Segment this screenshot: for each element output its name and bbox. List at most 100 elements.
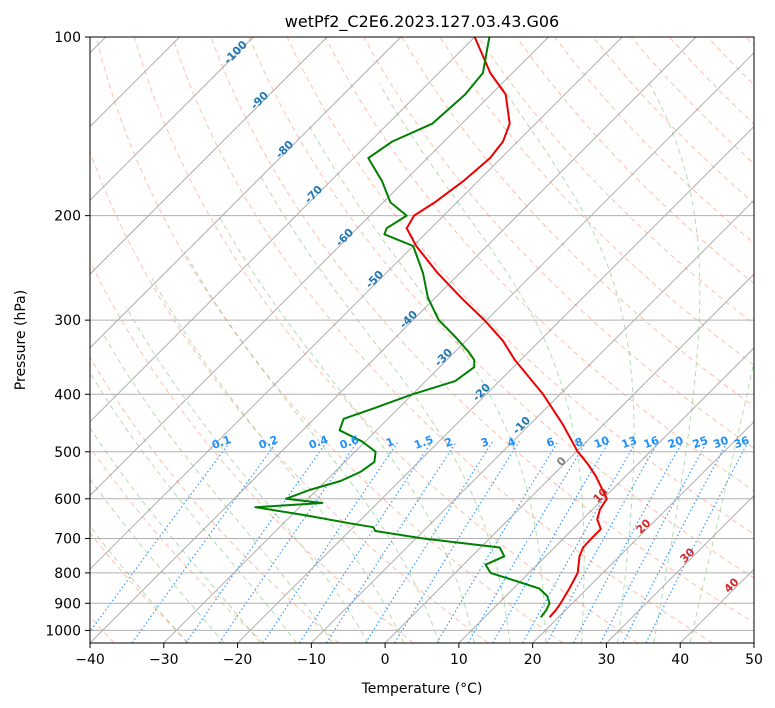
temperature-line xyxy=(405,37,608,618)
dry-adiabat-line xyxy=(745,37,754,47)
isotherm-line xyxy=(90,37,476,423)
isotherm-line xyxy=(310,199,754,643)
y-axis: 100 200 300 400 500 600 700 800 900 1000 xyxy=(45,30,90,639)
moist-adiabat-line xyxy=(90,525,188,643)
mixing-ratio-label: 13 xyxy=(620,434,639,451)
mixing-ratio-line xyxy=(546,441,660,643)
dry-adiabat-label: 10 xyxy=(591,485,611,505)
x-tick-label: −10 xyxy=(297,652,327,668)
moist-adiabat-line xyxy=(102,332,333,643)
y-tick-label: 300 xyxy=(54,313,81,329)
mixing-ratio-label: 1.5 xyxy=(412,433,435,452)
mixing-ratio-label: 25 xyxy=(691,434,710,451)
mixing-ratio-label: 1 xyxy=(384,435,396,450)
dry-adiabat-label: -40 xyxy=(397,308,420,331)
dry-adiabat-label: 30 xyxy=(678,545,698,565)
mixing-ratio-label: 0.2 xyxy=(257,433,280,452)
mixing-ratio-line xyxy=(131,440,278,643)
mixing-ratio-label: 6 xyxy=(545,435,557,450)
dry-adiabat-line xyxy=(248,37,754,579)
isotherms xyxy=(90,37,754,643)
isotherm-line xyxy=(90,37,402,349)
dry-adiabat-line xyxy=(90,356,339,643)
dry-adiabat-label: -30 xyxy=(432,346,455,369)
mixing-ratio-line xyxy=(572,441,684,643)
dry-adiabat-line xyxy=(95,37,564,643)
dry-adiabat-label: -70 xyxy=(302,183,325,206)
dry-adiabat-line xyxy=(630,37,754,165)
mixing-ratio-line xyxy=(600,441,708,643)
dry-adiabat-label: -60 xyxy=(333,226,356,249)
dry-adiabat-label: -100 xyxy=(221,38,250,67)
dry-adiabat-line xyxy=(477,37,754,325)
dry-adiabat-label: -50 xyxy=(363,268,386,291)
moist-adiabat-line xyxy=(379,83,585,643)
dry-adiabat-label: 20 xyxy=(634,516,654,536)
moist-adiabat-line xyxy=(307,123,547,643)
mixing-ratio-line xyxy=(325,440,458,643)
x-tick-label: 10 xyxy=(450,652,468,668)
isotherm-line xyxy=(606,494,754,643)
dry-adiabats xyxy=(90,37,754,643)
mixing-ratio-line xyxy=(622,441,729,643)
dry-adiabat-line xyxy=(210,37,754,624)
mixing-ratio-line xyxy=(218,440,359,643)
x-axis: −40 −30 −20 −10 0 10 20 30 40 50 xyxy=(75,643,763,668)
dry-adiabat-line xyxy=(90,532,190,643)
isotherm-line xyxy=(753,642,754,643)
mixing-ratio-line xyxy=(262,440,399,643)
y-tick-label: 700 xyxy=(54,532,81,548)
x-axis-label: Temperature (°C) xyxy=(361,681,483,697)
y-axis-label: Pressure (hPa) xyxy=(13,290,29,390)
x-tick-label: −30 xyxy=(149,652,179,668)
mixing-ratio-label: 0.4 xyxy=(307,433,330,452)
moist-adiabat-line xyxy=(90,477,225,643)
mixing-ratio-line xyxy=(365,440,494,643)
mixing-ratio-label: 8 xyxy=(573,435,585,450)
dry-adiabat-label: -90 xyxy=(248,89,271,112)
dry-adiabat-line xyxy=(707,37,754,86)
mixing-ratio-label: 0.1 xyxy=(210,433,233,452)
isotherm-line xyxy=(532,420,754,643)
dry-adiabat-label: -80 xyxy=(273,138,296,161)
dry-adiabat-line xyxy=(401,37,754,408)
isotherm-line xyxy=(237,125,754,643)
moist-adiabat-line xyxy=(90,371,297,643)
y-tick-label: 400 xyxy=(54,387,81,403)
isotherm-line xyxy=(163,52,754,643)
dry-adiabat-line xyxy=(172,37,713,643)
y-tick-label: 1000 xyxy=(45,623,81,639)
mixing-ratio-line xyxy=(522,440,638,643)
isotherm-line xyxy=(90,37,328,275)
isotherm-line xyxy=(90,37,697,643)
x-tick-label: −40 xyxy=(75,652,105,668)
x-tick-label: 20 xyxy=(524,652,542,668)
x-tick-label: 40 xyxy=(671,652,689,668)
moist-adiabat-line xyxy=(90,427,261,643)
dry-adiabat-label: -10 xyxy=(510,414,533,437)
x-tick-label: 0 xyxy=(381,652,390,668)
isotherm-line xyxy=(90,37,623,570)
y-tick-label: 600 xyxy=(54,492,81,508)
x-tick-label: 30 xyxy=(598,652,616,668)
moist-adiabat-line xyxy=(258,173,511,643)
y-tick-label: 800 xyxy=(54,566,81,582)
y-tick-label: 200 xyxy=(54,209,81,225)
mixing-ratio-label: 30 xyxy=(711,434,730,452)
y-tick-label: 900 xyxy=(54,596,81,612)
isobars xyxy=(90,37,754,631)
x-tick-label: 50 xyxy=(745,652,763,668)
dry-adiabat-line xyxy=(90,150,489,643)
moist-adiabat-line xyxy=(689,359,754,643)
sounding-series xyxy=(254,37,608,618)
mixing-ratio-label: 2 xyxy=(443,435,455,450)
mixing-ratio-label: 4 xyxy=(506,435,518,450)
mixing-ratio-label: 0.6 xyxy=(338,433,361,452)
mixing-ratio-line xyxy=(467,440,588,643)
mixing-ratio-line xyxy=(436,440,559,643)
dry-adiabat-line xyxy=(90,259,414,643)
mixing-ratio-line xyxy=(90,440,231,633)
mixing-ratio-line xyxy=(492,440,610,643)
dry-adiabat-line xyxy=(133,37,639,643)
